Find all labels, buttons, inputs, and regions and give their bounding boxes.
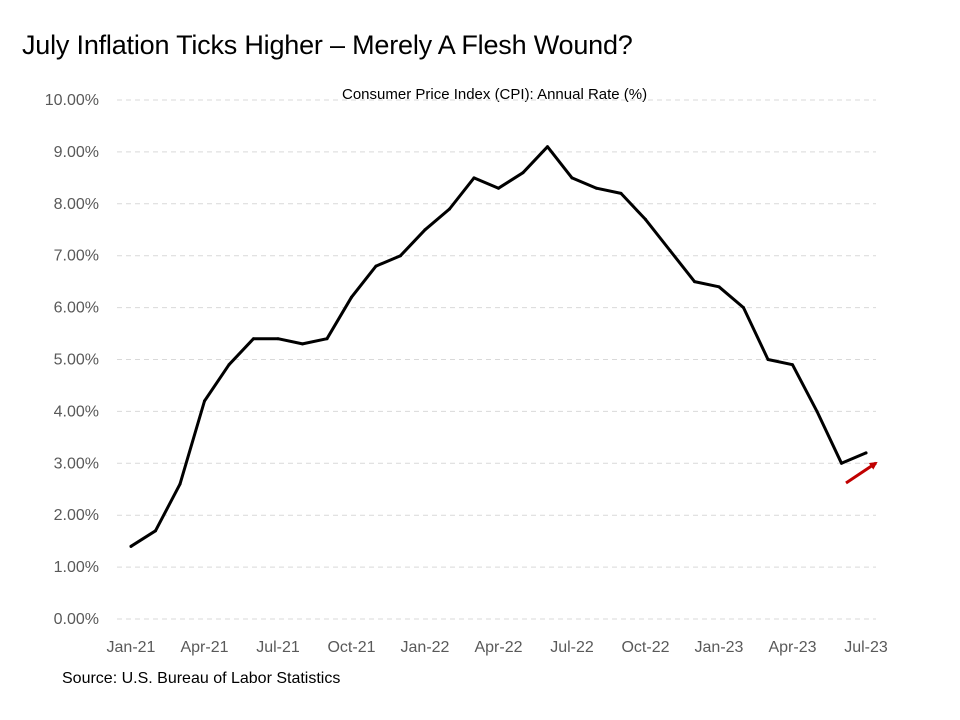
data-point [619, 191, 623, 195]
x-tick-label: Jan-23 [695, 639, 744, 656]
data-point [448, 207, 451, 211]
data-point [864, 451, 868, 455]
data-point [472, 176, 476, 180]
y-tick-label: 5.00% [54, 352, 99, 369]
data-point [154, 529, 157, 533]
x-tick-label: Jul-23 [844, 639, 888, 656]
y-tick-label: 3.00% [54, 455, 99, 472]
data-point [350, 295, 353, 299]
data-point [742, 306, 745, 310]
data-point [301, 342, 304, 346]
cpi-series-line [129, 145, 868, 548]
data-point [252, 337, 255, 341]
y-tick-label: 0.00% [54, 611, 99, 628]
x-tick-label: Jan-22 [401, 639, 450, 656]
data-point [497, 186, 500, 190]
data-point [815, 409, 819, 413]
data-point [423, 228, 427, 232]
data-point [374, 264, 378, 268]
data-point [178, 482, 182, 486]
x-tick-label: Apr-23 [768, 639, 816, 656]
chart-subtitle: Consumer Price Index (CPI): Annual Rate … [342, 86, 648, 103]
x-tick-label: Oct-22 [621, 639, 669, 656]
data-point [644, 217, 647, 221]
page-title: July Inflation Ticks Higher – Merely A F… [22, 30, 633, 60]
data-point [399, 254, 402, 258]
annotation-layer [845, 461, 878, 485]
uptick-arrow [845, 461, 878, 485]
x-tick-label: Jul-21 [256, 639, 300, 656]
y-tick-label: 2.00% [54, 507, 99, 524]
data-point [570, 176, 574, 180]
y-tick-label: 9.00% [54, 144, 99, 161]
x-tick-label: Apr-22 [474, 639, 522, 656]
data-point [546, 145, 549, 149]
x-tick-label: Apr-21 [180, 639, 228, 656]
y-tick-label: 1.00% [54, 559, 99, 576]
data-point [276, 337, 280, 341]
source-note: Source: U.S. Bureau of Labor Statistics [62, 670, 341, 687]
data-point [840, 461, 843, 465]
data-point [227, 363, 231, 367]
data-point [791, 363, 794, 367]
x-tick-label: Jul-22 [550, 639, 594, 656]
x-tick-label: Oct-21 [327, 639, 375, 656]
data-point [595, 186, 598, 190]
y-axis-tick-labels: 0.00% 1.00% 2.00% 3.00% 4.00% 5.00% 6.00% 7.00%… [45, 92, 99, 628]
x-tick-label: Jan-21 [107, 639, 156, 656]
y-tick-label: 6.00% [54, 300, 99, 317]
data-point [717, 285, 721, 289]
gridlines [117, 99, 876, 620]
data-point [521, 171, 525, 175]
y-tick-label: 8.00% [54, 196, 99, 213]
series-layer [129, 145, 868, 548]
x-axis-tick-labels: Jan-21 Apr-21 Jul-21 Oct-21 Jan-22 Apr-22 Jul-… [107, 639, 888, 656]
data-point [203, 399, 206, 403]
y-tick-label: 7.00% [54, 248, 99, 265]
data-point [766, 358, 770, 361]
y-tick-label: 4.00% [54, 403, 99, 420]
data-point [129, 544, 133, 548]
data-point [668, 249, 672, 253]
data-point [325, 337, 329, 341]
y-tick-label: 10.00% [45, 92, 99, 109]
data-point [693, 280, 696, 284]
